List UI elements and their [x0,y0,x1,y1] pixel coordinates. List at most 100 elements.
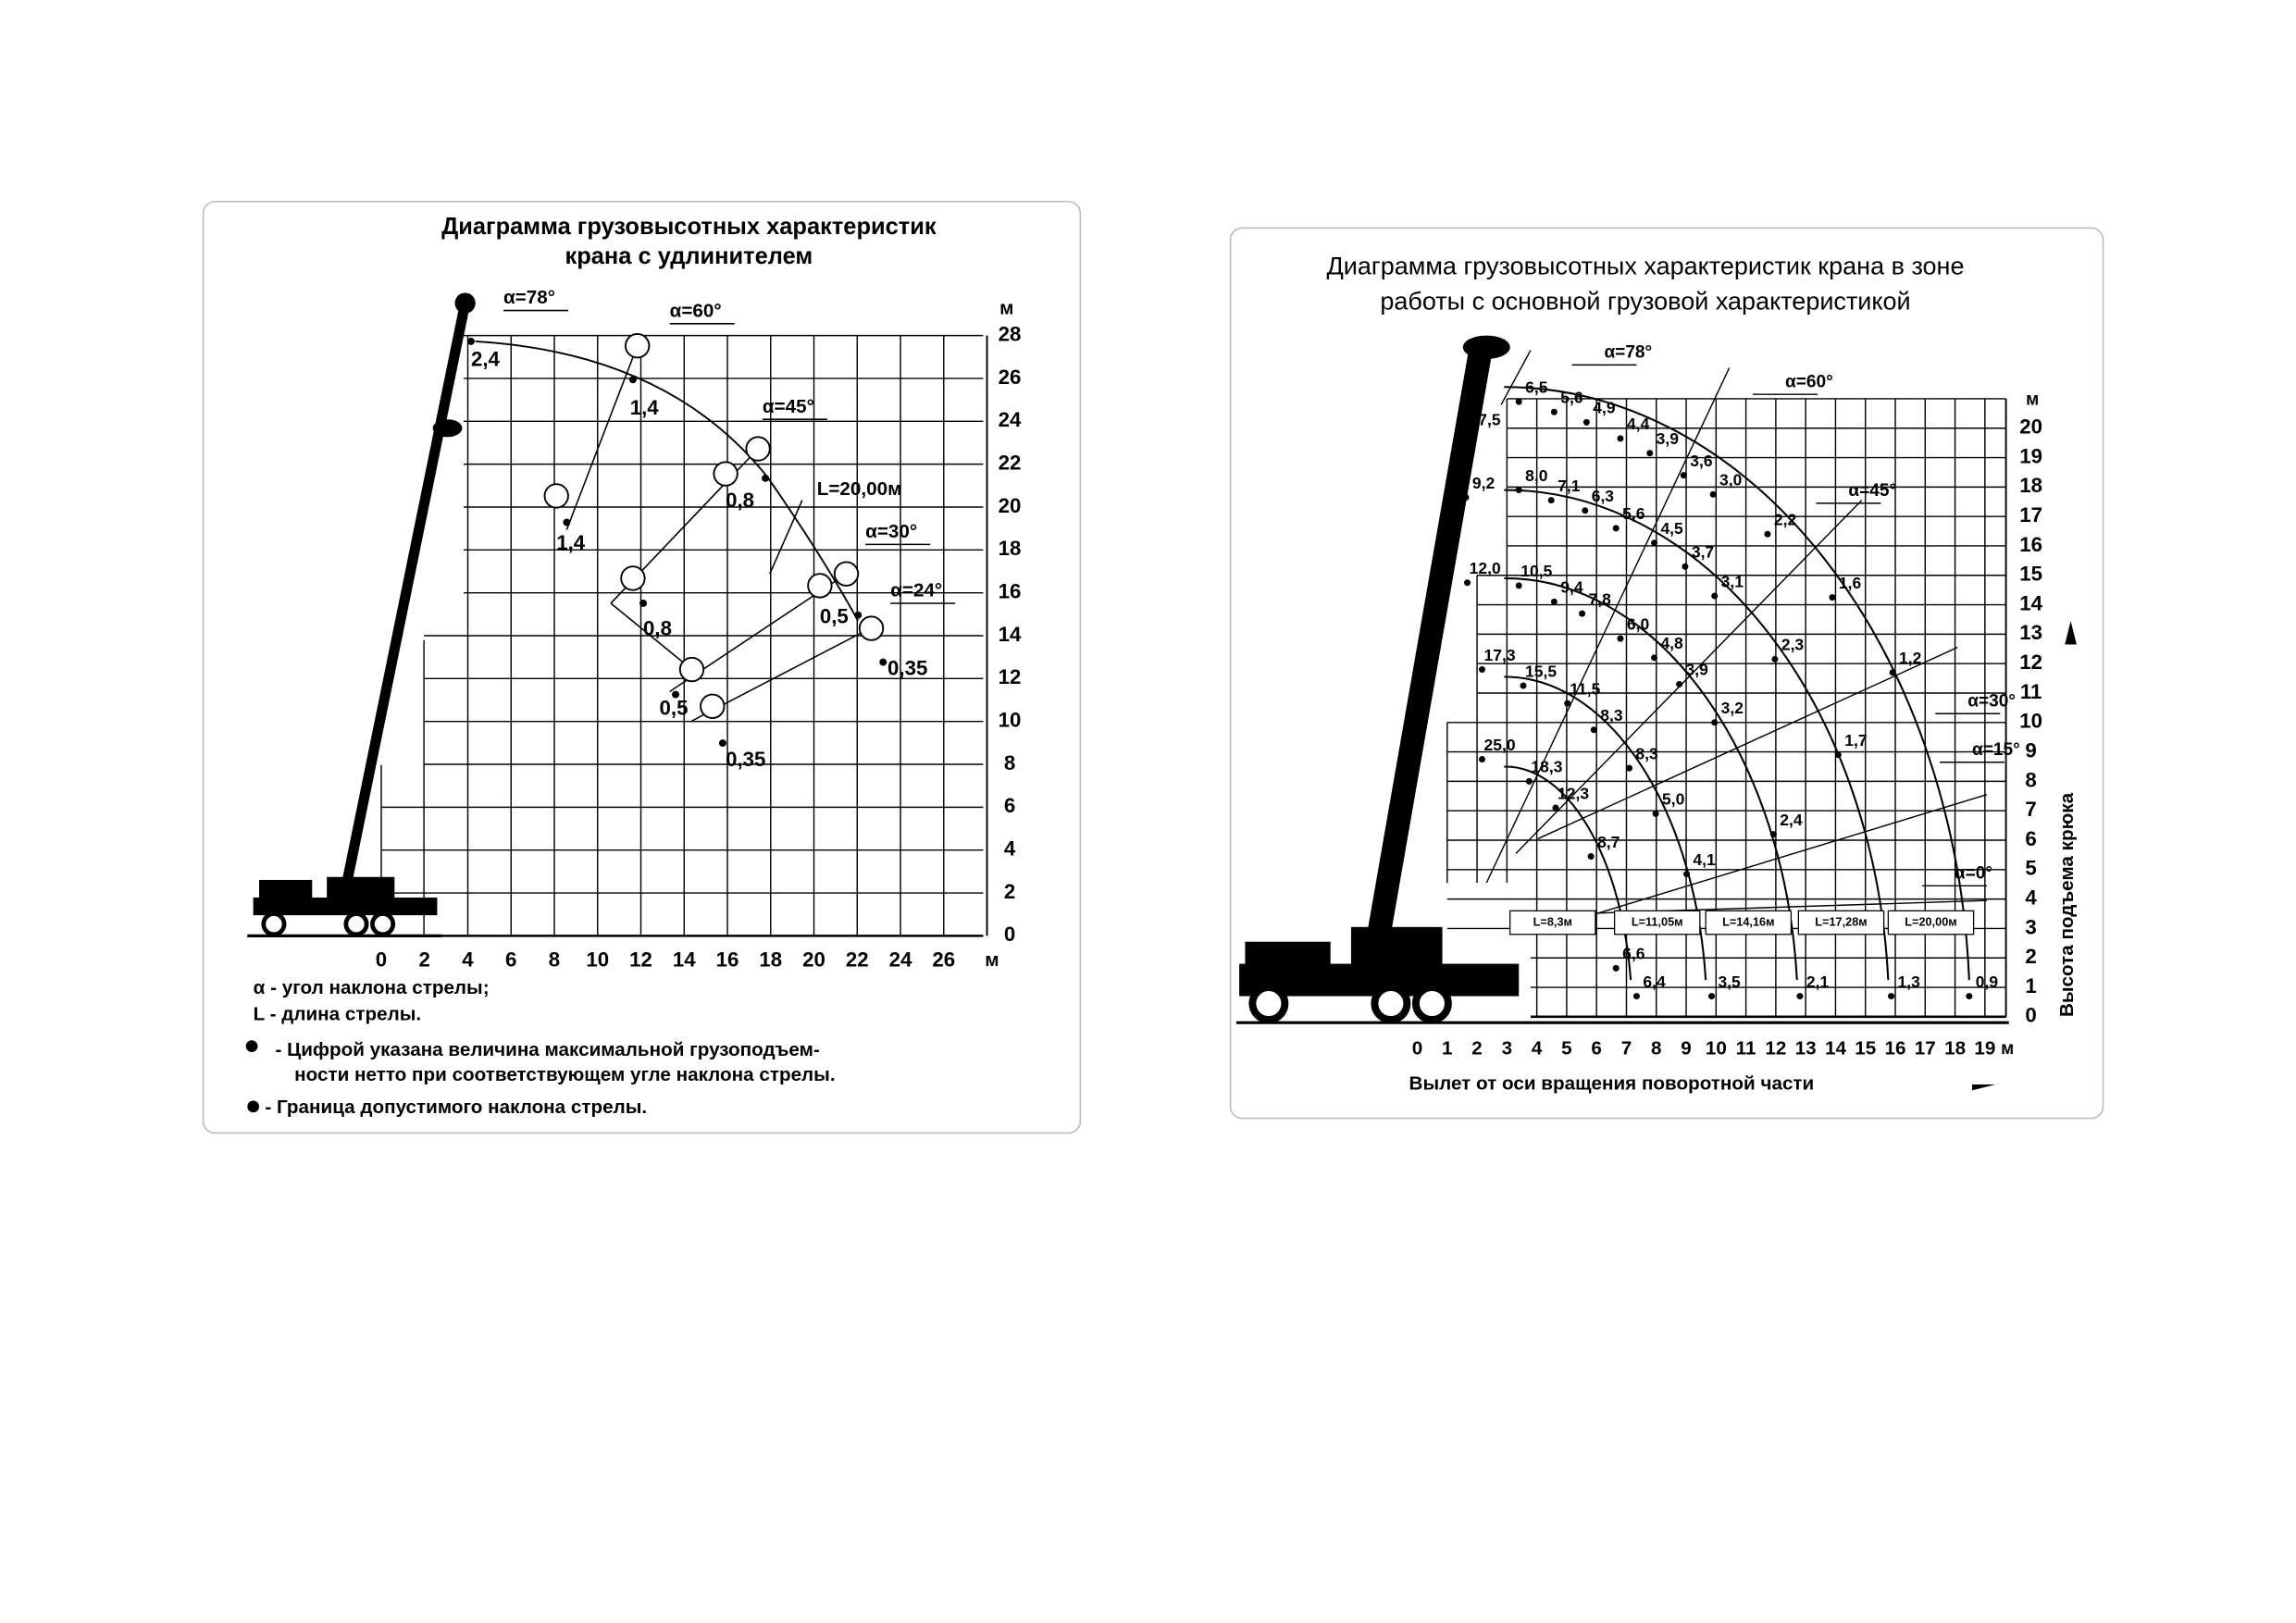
y-tick-label: 19 [2019,444,2042,467]
load-point [1547,497,1555,504]
load-point [1769,831,1777,838]
load-point [1462,493,1470,501]
x-tick-label: 10 [1706,1037,1727,1059]
boom-position [1552,794,1988,928]
load-label: 6,6 [1622,945,1645,963]
x-tick-label: 20 [802,948,825,971]
load-label: 15,5 [1525,662,1557,680]
x-tick-label: 9 [1681,1037,1692,1059]
y-tick-label: 14 [999,623,1022,646]
truck-cab [259,879,313,901]
left-grid [380,334,988,937]
load-label: 1,6 [1839,574,1862,592]
load-point [1525,777,1533,785]
load-label: 2,4 [471,347,501,370]
boom-length-arc [1504,576,1798,981]
left-crane [247,292,476,937]
x-tick-label: 8 [1651,1037,1662,1059]
y-tick-label: 15 [2019,563,2042,586]
load-label: 3,7 [1692,543,1714,562]
leader-line [769,500,803,575]
x-tick-label: 8 [549,948,560,971]
y-tick-label: 10 [2019,710,2042,733]
angle-label: α=45° [1848,481,1896,501]
x-tick-label: 0 [1412,1037,1423,1059]
boom-joint [432,419,463,438]
x-tick-label: 6 [1591,1037,1602,1059]
x-tick-label: 5 [1561,1037,1572,1059]
legend-text: - Граница допустимого наклона стрелы. [265,1096,647,1118]
y-tick-label: 20 [2019,415,2042,439]
load-point [1478,756,1485,763]
left-panel [202,201,1082,1134]
load-point [1579,610,1586,617]
load-label: 3,6 [1690,452,1713,470]
y-tick-label: 0 [1004,923,1015,946]
load-label: 2,4 [1780,811,1803,829]
x-tick-label: 24 [889,948,912,971]
x-tick-label: 17 [1915,1037,1936,1059]
length-label: L=11,05м [1632,914,1683,928]
load-label: 0,5 [660,696,689,719]
load-label: 1,4 [630,396,660,419]
wheel [343,911,369,937]
boom-position [1485,367,1731,884]
length-box [1509,910,1596,935]
load-label: 3,9 [1657,429,1680,448]
y-tick-label: 10 [999,709,1022,732]
load-label: 17,3 [1484,646,1516,664]
load-label: 8,3 [1635,744,1658,762]
load-label: 4,8 [1660,634,1683,652]
load-point [1764,530,1771,538]
load-label: 1,7 [1844,731,1867,750]
load-point [1651,654,1658,662]
boom-head [858,615,885,641]
load-point [1612,525,1620,532]
angle-label: α=45° [763,396,814,417]
y-tick-label: 8 [1004,751,1015,774]
load-label: 4,5 [1660,519,1683,538]
load-point [1617,635,1624,642]
load-point [1520,682,1527,689]
x-tick-label: 12 [1765,1037,1786,1059]
load-label: 6,5 [1525,378,1548,396]
load-point [1682,563,1689,570]
load-point [1632,993,1640,1000]
length-box [1797,910,1885,935]
load-point [879,658,887,666]
load-label: 7,5 [1478,410,1501,428]
diagram-marks [245,309,2005,1113]
load-point [1834,751,1842,759]
load-point [1888,993,1895,1000]
y-tick-label: 6 [2025,827,2036,850]
load-point [1515,487,1522,494]
turntable [1350,926,1443,966]
load-label: 6,4 [1643,973,1666,991]
angle-label: α=60° [670,301,722,322]
x-tick-label: 18 [1944,1037,1966,1059]
load-label: 0,8 [726,489,754,512]
length-box [1613,910,1701,935]
x-tick-label: 0 [376,948,387,971]
x-tick-label: 19 [1974,1037,1995,1059]
load-point [1612,964,1620,972]
boom [341,302,471,882]
load-label: 5,0 [1662,790,1684,809]
length-label: L=20,00м [1905,914,1956,928]
load-label: 0,35 [726,748,765,771]
x-tick-label: 18 [759,948,782,971]
length-label: L=8,3м [1533,914,1572,928]
load-label: 1,3 [1897,973,1920,991]
load-label: 8,0 [1525,466,1547,485]
boom-head [713,461,738,487]
load-point [854,611,863,619]
load-point [672,690,680,699]
x-tick-label: 13 [1795,1037,1817,1059]
right-panel [1229,227,2104,1120]
boom-head [543,483,569,509]
boom-position [1530,899,1987,916]
boom-head [745,436,771,462]
